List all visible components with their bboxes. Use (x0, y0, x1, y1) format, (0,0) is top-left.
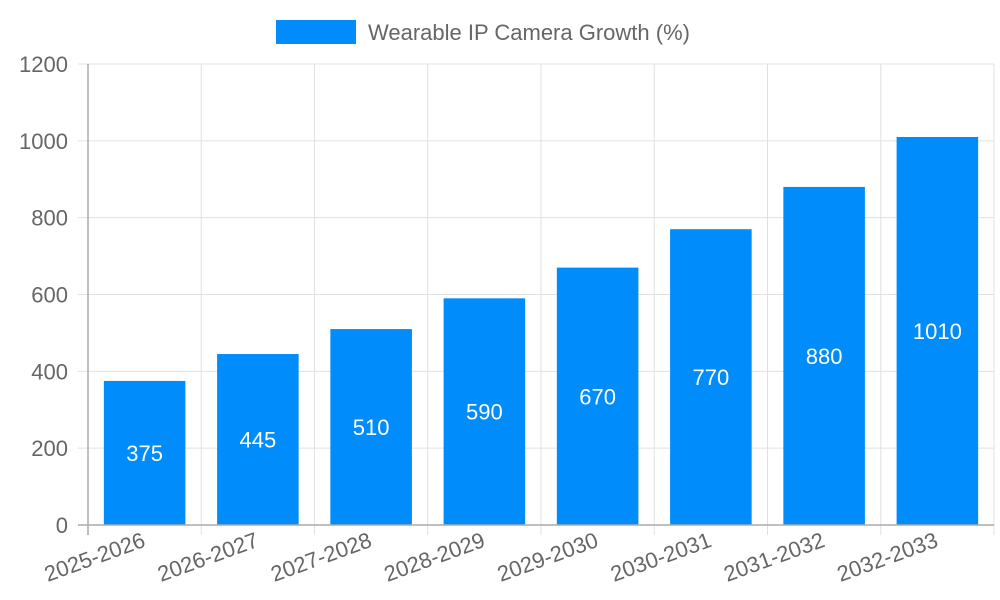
x-tick-label: 2030-2031 (607, 527, 714, 586)
bar-value-label: 375 (126, 441, 163, 466)
x-tick-label: 2029-2030 (494, 527, 601, 586)
bar[interactable] (896, 136, 979, 525)
bar-value-label: 880 (806, 344, 843, 369)
bar[interactable] (330, 329, 412, 525)
y-tick-label: 800 (31, 206, 68, 231)
legend-label: Wearable IP Camera Growth (%) (368, 20, 690, 45)
y-tick-label: 1200 (19, 52, 68, 77)
bar[interactable] (217, 354, 299, 525)
bar-value-label: 590 (466, 400, 503, 425)
x-tick-label: 2028-2029 (381, 527, 488, 586)
y-tick-label: 0 (56, 513, 68, 538)
bar[interactable] (443, 298, 526, 525)
x-tick-label: 2031-2032 (720, 527, 827, 586)
x-tick-label: 2032-2033 (834, 527, 941, 586)
bar-value-label: 510 (353, 415, 390, 440)
bar[interactable] (670, 229, 752, 526)
bar-value-label: 445 (240, 428, 277, 453)
bar-value-label: 770 (693, 365, 730, 390)
bar[interactable] (103, 380, 186, 525)
bars: 375 445 510 590 670 770 880 1010 (103, 136, 979, 526)
y-tick-label: 600 (31, 283, 68, 308)
bar-value-label: 1010 (913, 319, 962, 344)
y-tick-label: 400 (31, 359, 68, 384)
x-tick-label: 2026-2027 (154, 527, 261, 586)
bar[interactable] (783, 186, 865, 525)
x-tick-label: 2027-2028 (267, 527, 374, 586)
y-tick-label: 200 (31, 436, 68, 461)
bar[interactable] (556, 267, 639, 525)
y-tick-label: 1000 (19, 129, 68, 154)
legend[interactable]: Wearable IP Camera Growth (%) (276, 20, 690, 45)
legend-swatch (276, 20, 356, 44)
bar-value-label: 670 (579, 384, 616, 409)
